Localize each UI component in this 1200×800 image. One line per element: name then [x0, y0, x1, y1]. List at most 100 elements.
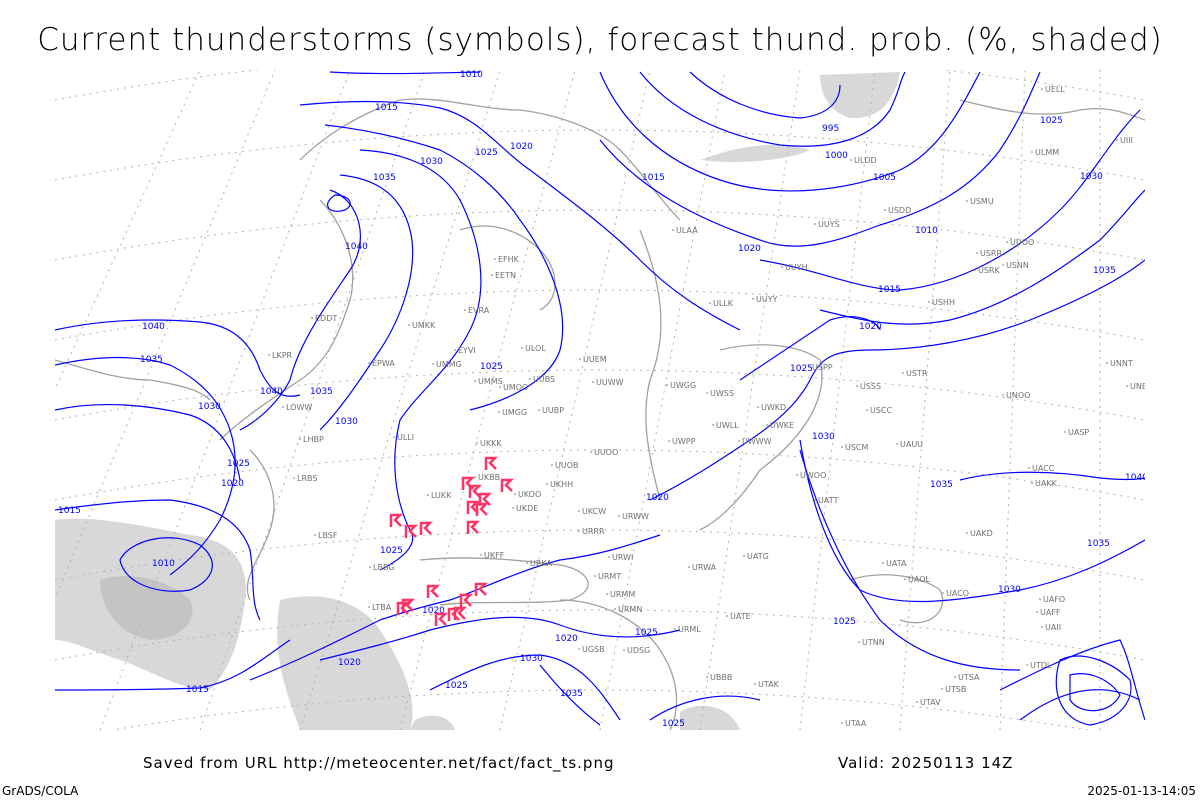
station-dot [592, 381, 594, 383]
station-dot [514, 493, 516, 495]
isobar-label: 1005 [873, 173, 896, 183]
station-label: LBSF [318, 531, 338, 540]
isobar-label: 1015 [642, 173, 665, 183]
station-label: UWKE [770, 421, 794, 430]
isobar-label: 1035 [373, 173, 396, 183]
meridian-line [599, 70, 726, 730]
station-dot [966, 200, 968, 202]
station-label: UDSG [627, 646, 650, 655]
isobar-label: 1025 [445, 681, 468, 691]
station-dot [856, 385, 858, 387]
station-label: USTR [906, 369, 928, 378]
station-label: UUYS [818, 220, 840, 229]
isobar-label: 1040 [1125, 473, 1148, 483]
station-label: UKCW [582, 507, 606, 516]
station-dot [942, 592, 944, 594]
thunderstorm-symbol [484, 456, 499, 470]
station-label: EDDT [315, 314, 337, 323]
station-dot [512, 507, 514, 509]
station-dot [1041, 626, 1043, 628]
station-dot [866, 409, 868, 411]
parallel-line [55, 369, 1145, 421]
station-label: USRR [980, 249, 1002, 258]
station-dot [672, 229, 674, 231]
station-label: UTAA [845, 719, 867, 728]
station-dot [902, 372, 904, 374]
station-dot [521, 347, 523, 349]
station-dot [766, 424, 768, 426]
station-dot [491, 274, 493, 276]
station-label: UUOO [1010, 238, 1034, 247]
station-label: EYVI [458, 346, 476, 355]
isobar-label: 1025 [380, 546, 403, 556]
station-label: UKOO [518, 490, 541, 499]
station-dot [1031, 482, 1033, 484]
isobar-label: 1035 [1093, 266, 1116, 276]
isobar-label: 1015 [58, 506, 81, 516]
station-dot [526, 562, 528, 564]
isobar-label: 1040 [345, 242, 368, 252]
isobar-label: 1015 [186, 685, 209, 695]
meridian-line [999, 70, 1026, 730]
station-label: USHH [932, 298, 955, 307]
station-label: UUBP [542, 406, 564, 415]
parallel-line [55, 209, 1145, 261]
station-label: UACO [946, 589, 969, 598]
station-label: UUWW [596, 378, 624, 387]
station-label: USCC [870, 406, 893, 415]
isobar-label: 1000 [825, 151, 848, 161]
station-label: ULLK [713, 299, 734, 308]
station-dot [841, 722, 843, 724]
isobar-label: 1020 [338, 658, 361, 668]
isobar-label: 1015 [878, 285, 901, 295]
station-dot [726, 615, 728, 617]
station-label: LRBS [297, 474, 317, 483]
station-labels: EDDT UMKK EVRA ULOL ULLI EETN EFHK UUEM UUWW UMMS… [268, 85, 1145, 728]
station-dot [796, 474, 798, 476]
station-label: UKBB [478, 473, 500, 482]
station-label: UWWW [742, 437, 772, 446]
station-dot [1028, 467, 1030, 469]
station-dot [578, 530, 580, 532]
isobar-label: 1035 [930, 480, 953, 490]
station-dot [706, 392, 708, 394]
station-label: UATG [747, 552, 769, 561]
station-dot [408, 324, 410, 326]
station-dot [976, 252, 978, 254]
station-dot [368, 362, 370, 364]
station-label: UUYH [785, 263, 808, 272]
station-dot [551, 464, 553, 466]
isobar-label: 1025 [662, 719, 685, 729]
isobar-label: 1010 [460, 70, 483, 80]
thunderstorm-symbol [461, 476, 476, 490]
station-label: UUOO [594, 448, 618, 457]
station-dot [427, 494, 429, 496]
station-label: URMM [610, 590, 635, 599]
valid-time-text: Valid: 20250113 14Z [838, 754, 1014, 772]
station-label: UAKK [1035, 479, 1058, 488]
isobar-label: 1020 [646, 493, 669, 503]
isobar-label: 1030 [812, 432, 835, 442]
meridian-line [499, 70, 651, 730]
station-label: USSS [860, 382, 881, 391]
meridian-line [299, 70, 501, 730]
station-dot [498, 411, 500, 413]
station-dot [594, 575, 596, 577]
station-dot [618, 515, 620, 517]
station-label: UMMS [478, 377, 503, 386]
station-dot [1041, 88, 1043, 90]
station-label: USDD [888, 206, 911, 215]
station-dot [1039, 598, 1041, 600]
meridian-line [199, 70, 426, 730]
station-dot [954, 676, 956, 678]
thunderstorm-symbol [474, 582, 489, 596]
generation-timestamp: 2025-01-13-14:05 [1087, 784, 1196, 798]
thunderstorm-symbol [468, 484, 483, 498]
station-label: UATE [730, 612, 751, 621]
station-label: UUOB [555, 461, 579, 470]
station-label: UTSB [945, 685, 966, 694]
station-label: UKDE [516, 504, 538, 513]
station-dot [606, 593, 608, 595]
station-dot [808, 366, 810, 368]
isobar-label: 1030 [335, 417, 358, 427]
